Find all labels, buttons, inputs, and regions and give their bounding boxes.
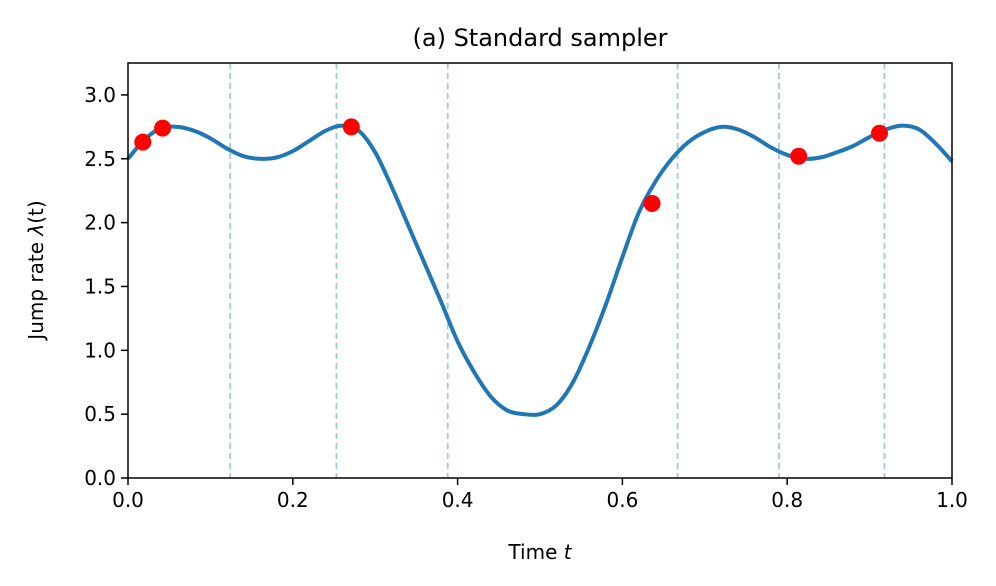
data-point-4 <box>790 147 808 165</box>
x-tick-label-1: 0.2 <box>277 488 309 512</box>
y-axis-label-var: λ <box>24 224 48 237</box>
series-line-layer <box>126 123 954 417</box>
y-axis-label-tail: (t) <box>24 200 48 223</box>
y-tick-label-3: 1.5 <box>84 274 116 298</box>
x-axis-ticks: 0.0 0.2 0.4 0.6 0.8 1.0 <box>112 478 968 512</box>
data-point-3 <box>643 194 661 212</box>
x-tick-label-5: 1.0 <box>936 488 968 512</box>
y-tick-label-6: 3.0 <box>84 83 116 107</box>
y-tick-label-1: 0.5 <box>84 402 116 426</box>
x-tick-label-4: 0.8 <box>771 488 803 512</box>
y-axis-label-text: Jump rate <box>24 236 48 342</box>
x-tick-label-0: 0.0 <box>112 488 144 512</box>
data-point-5 <box>870 124 888 142</box>
scatter-points <box>134 118 888 212</box>
plot-area-frame <box>127 62 953 479</box>
x-tick-label-3: 0.6 <box>606 488 638 512</box>
x-axis-label-text: Time <box>507 540 563 564</box>
y-tick-label-2: 1.0 <box>84 338 116 362</box>
y-tick-label-0: 0.0 <box>84 466 116 490</box>
y-axis-ticks: 0.0 0.5 1.0 1.5 2.0 2.5 3.0 <box>84 83 128 490</box>
data-point-0 <box>134 133 152 151</box>
x-tick-label-2: 0.4 <box>442 488 474 512</box>
y-tick-label-4: 2.0 <box>84 211 116 235</box>
series-line <box>126 123 954 417</box>
data-point-1 <box>154 119 172 137</box>
y-axis-label: Jump rate λ(t) <box>24 200 48 341</box>
y-tick-label-5: 2.5 <box>84 147 116 171</box>
x-axis-label: Time t <box>507 540 572 564</box>
data-point-2 <box>342 118 360 136</box>
x-axis-label-var: t <box>564 540 573 564</box>
vertical-lines <box>229 63 886 478</box>
chart-title: (a) Standard sampler <box>413 24 668 52</box>
